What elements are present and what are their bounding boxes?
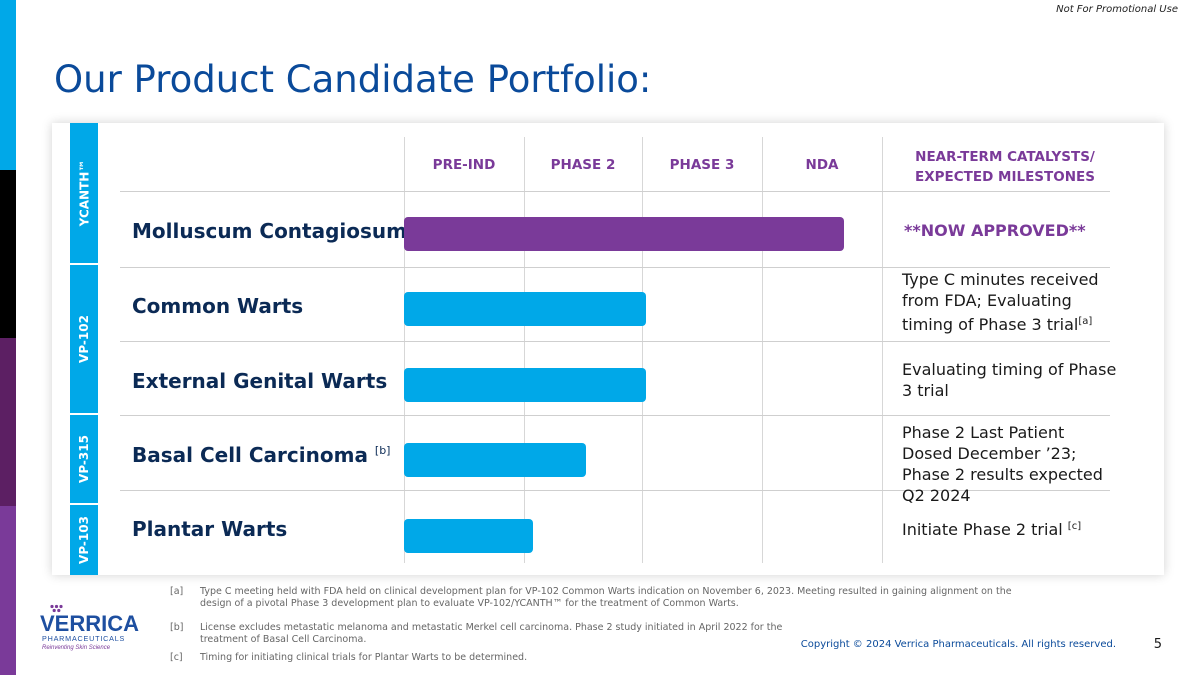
svg-text:VERRICA: VERRICA bbox=[40, 611, 139, 636]
product-code-ycanth: YCANTH™ bbox=[70, 123, 98, 263]
milestone-text: Type C minutes received from FDA; Evalua… bbox=[902, 270, 1099, 334]
indication-label: Basal Cell Carcinoma [b] bbox=[132, 443, 391, 467]
footnote-a: [a] Type C meeting held with FDA held on … bbox=[170, 586, 1012, 609]
grid-column-line bbox=[404, 137, 405, 563]
verrica-logo-mark: VERRICA PHARMACEUTICALS Reinventing Skin… bbox=[40, 604, 139, 651]
grid-row-line bbox=[120, 341, 1110, 342]
verrica-logo: VERRICA PHARMACEUTICALS Reinventing Skin… bbox=[38, 604, 143, 658]
grid-column-line bbox=[762, 137, 763, 563]
column-header-milestones: NEAR-TERM CATALYSTS/ EXPECTED MILESTONES bbox=[915, 149, 1095, 185]
page-number: 5 bbox=[1153, 637, 1162, 652]
grid-row-line bbox=[120, 415, 1110, 416]
column-header-phase-2: PHASE 2 bbox=[550, 157, 616, 173]
grid-column-line bbox=[524, 137, 525, 563]
side-strip-plum bbox=[0, 338, 16, 506]
progress-bar-basal-cell-carcinoma bbox=[404, 443, 586, 477]
indication-label: Plantar Warts bbox=[132, 517, 288, 541]
product-code-vp103: VP-103 bbox=[70, 505, 98, 575]
grid-row-line bbox=[120, 191, 1110, 192]
milestone-text: Phase 2 Last Patient Dosed December ’23;… bbox=[902, 423, 1103, 505]
column-header-nda: NDA bbox=[805, 157, 839, 173]
column-header-phase-3: PHASE 3 bbox=[669, 157, 735, 173]
grid-column-line bbox=[882, 137, 883, 563]
grid-row-line bbox=[120, 267, 1110, 268]
approved-status: **NOW APPROVED** bbox=[904, 221, 1086, 240]
product-code-divider bbox=[70, 263, 98, 265]
footnote-b: [b] License excludes metastatic melanoma … bbox=[170, 622, 783, 645]
copyright-text: Copyright © 2024 Verrica Pharmaceuticals… bbox=[800, 639, 1116, 650]
product-code-divider bbox=[70, 413, 98, 415]
indication-label: Molluscum Contagiosum bbox=[132, 219, 407, 243]
product-code-divider bbox=[70, 503, 98, 505]
grid-row-line bbox=[120, 490, 1110, 491]
milestone-text: Evaluating timing of Phase 3 trial bbox=[902, 360, 1117, 400]
progress-bar-common-warts bbox=[404, 292, 646, 326]
product-code-bar: YCANTH™ VP-102 VP-315 VP-103 bbox=[70, 123, 98, 575]
footnote-c: [c] Timing for initiating clinical trials… bbox=[170, 652, 528, 663]
side-strip-black bbox=[0, 170, 16, 338]
progress-bar-plantar-warts bbox=[404, 519, 533, 553]
not-promotional-note: Not For Promotional Use bbox=[1056, 4, 1178, 15]
svg-text:PHARMACEUTICALS: PHARMACEUTICALS bbox=[42, 634, 125, 643]
svg-text:Reinventing Skin Science: Reinventing Skin Science bbox=[42, 645, 111, 651]
product-code-vp102: VP-102 bbox=[70, 265, 98, 413]
side-strip-purple bbox=[0, 506, 16, 675]
progress-bar-molluscum bbox=[404, 217, 844, 251]
indication-label: Common Warts bbox=[132, 294, 304, 318]
portfolio-table: YCANTH™ VP-102 VP-315 VP-103 PRE-IND PHA… bbox=[52, 123, 1164, 575]
product-code-vp315: VP-315 bbox=[70, 415, 98, 503]
column-header-pre-ind: PRE-IND bbox=[432, 157, 496, 173]
page-title: Our Product Candidate Portfolio: bbox=[54, 58, 652, 101]
milestone-text: Initiate Phase 2 trial [c] bbox=[902, 520, 1082, 539]
indication-label: External Genital Warts bbox=[132, 369, 388, 393]
grid-column-line bbox=[642, 137, 643, 563]
side-strip-cyan bbox=[0, 0, 16, 170]
progress-bar-external-genital-warts bbox=[404, 368, 646, 402]
